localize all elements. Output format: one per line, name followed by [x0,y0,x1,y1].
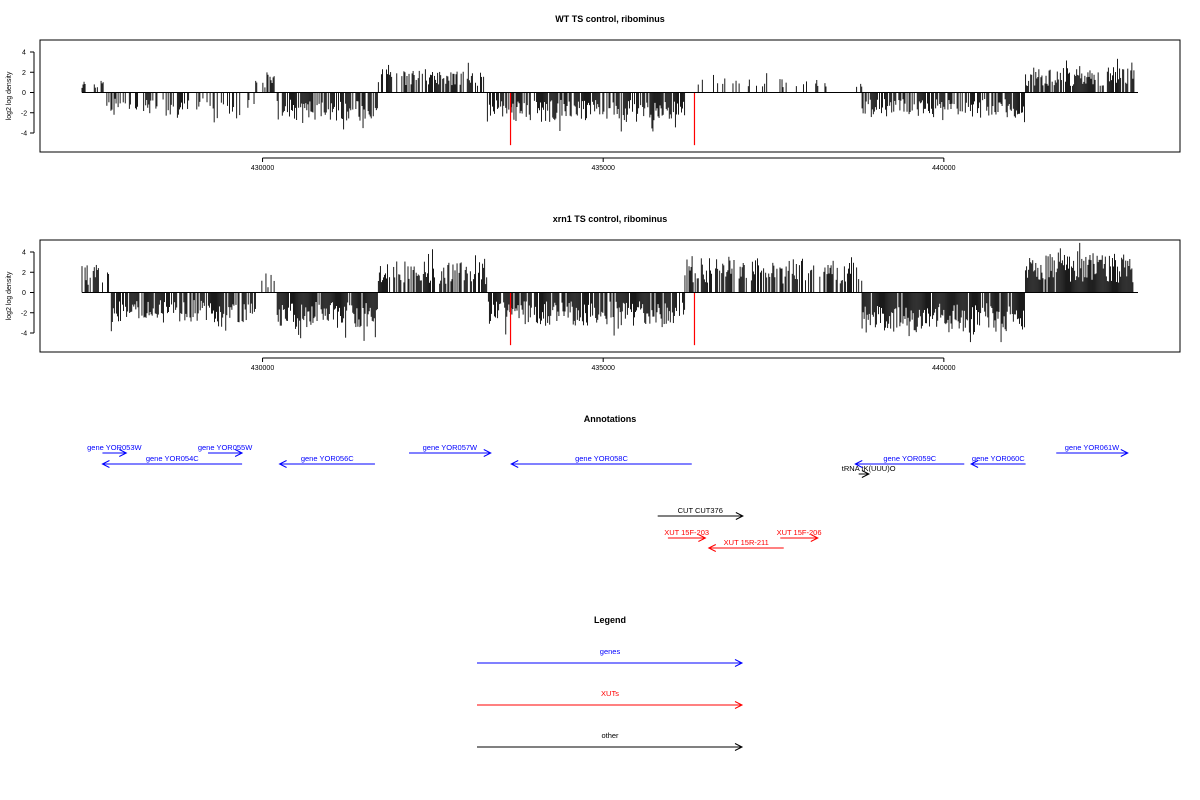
wt-track-title: WT TS control, ribominus [555,14,665,24]
feature-arrow [409,449,492,457]
annotations-title: Annotations [584,414,637,424]
legend-item-label: XUTs [601,689,619,698]
wt-x-tick-label: 430000 [251,165,274,172]
feature-arrow [858,470,871,478]
wt-density-bars [81,58,1135,132]
xrn1-track-panel: xrn1 TS control, ribominus log2 log dens… [6,214,1181,372]
xrn1-y-tick-label: -4 [21,331,27,338]
legend-items: genes XUTs other [477,647,744,751]
wt-y-axis: -4 -2 0 2 4 [21,50,35,138]
feature-arrow [208,449,244,457]
xrn1-track-title: xrn1 TS control, ribominus [553,214,668,224]
feature-arrow [278,460,375,468]
xrn1-y-tick-label: 0 [22,290,26,297]
feature-label: CUT CUT376 [678,506,723,515]
wt-highlight-bars [509,92,696,146]
wt-y-tick-label: -4 [21,131,27,138]
wt-x-axis: 430000 435000 440000 [251,157,956,172]
feature-label: gene YOR057W [423,443,478,452]
wt-x-tick-label: 440000 [932,165,955,172]
feature-arrow [780,534,819,542]
xrn1-y-tick-label: 2 [22,270,26,277]
xrn1-highlight-bars [509,292,696,346]
feature-label: gene YOR059C [883,454,936,463]
xrn1-x-tick-label: 440000 [932,365,955,372]
xrn1-density-bars [81,242,1134,343]
xrn1-y-axis-label: log2 log density [6,271,13,320]
feature-label: gene YOR058C [575,454,628,463]
xrn1-y-tick-label: 4 [22,250,26,257]
feature-label: gene YOR060C [972,454,1025,463]
feature-arrow [854,460,965,468]
feature-label: gene YOR061W [1065,443,1120,452]
wt-y-tick-label: 0 [22,90,26,97]
feature-arrow [1056,449,1129,457]
wt-y-tick-label: 2 [22,70,26,77]
legend-item-label: genes [600,647,621,656]
legend-arrow [477,743,744,751]
legend-item-label: other [601,731,619,740]
wt-x-tick-label: 435000 [592,165,615,172]
feature-arrow [657,512,744,520]
feature-label: gene YOR054C [146,454,199,463]
legend-arrow [477,659,744,667]
annotation-features: gene YOR053W gene YOR054C gene YOR055W gene… [87,443,1129,552]
wt-y-axis-label: log2 log density [6,71,13,120]
feature-label: gene YOR056C [301,454,354,463]
feature-arrow [969,460,1026,468]
legend-title: Legend [594,615,626,625]
feature-label: XUT 15R-211 [724,538,769,547]
feature-label: XUT 15F-203 [664,528,709,537]
feature-arrow [102,449,128,457]
feature-arrow [101,460,243,468]
xrn1-x-tick-label: 430000 [251,365,274,372]
feature-label: gene YOR055W [198,443,253,452]
wt-track-panel: WT TS control, ribominus log2 log densit… [6,14,1181,172]
xrn1-x-tick-label: 435000 [592,365,615,372]
feature-arrow [510,460,692,468]
wt-plot-frame [39,39,1181,153]
feature-arrow [667,534,707,542]
feature-label: XUT 15F-206 [777,528,822,537]
wt-y-tick-label: 4 [22,50,26,57]
legend-arrow [477,701,744,709]
xrn1-plot-frame [39,239,1181,353]
feature-arrow [707,544,784,552]
legend: Legend genes XUTs other [477,615,744,751]
wt-y-tick-label: -2 [21,110,27,117]
xrn1-y-tick-label: -2 [21,310,27,317]
xrn1-y-axis: -4 -2 0 2 4 [21,250,35,338]
xrn1-x-axis: 430000 435000 440000 [251,357,956,372]
feature-label: tRNA tK(UUU)O [842,464,896,473]
feature-label: gene YOR053W [87,443,142,452]
